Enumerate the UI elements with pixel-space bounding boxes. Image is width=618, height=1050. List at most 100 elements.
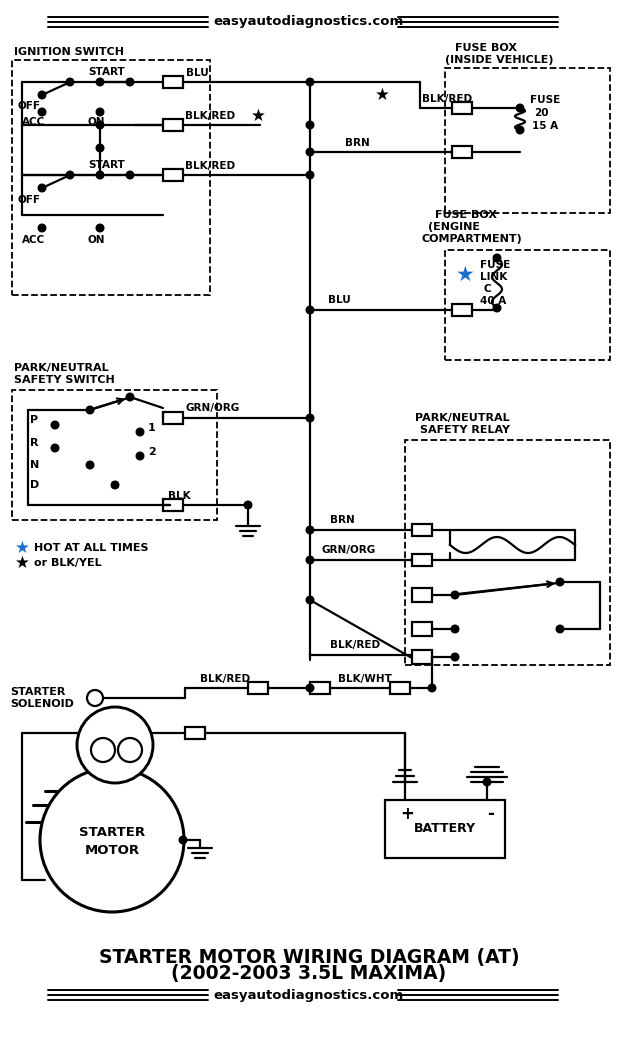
Circle shape	[126, 393, 134, 401]
Circle shape	[96, 171, 104, 178]
Circle shape	[556, 579, 564, 586]
Circle shape	[96, 225, 104, 232]
Circle shape	[136, 453, 144, 460]
Bar	[163, 412, 183, 424]
Text: START: START	[88, 67, 125, 77]
Bar	[12, 390, 217, 520]
Text: OFF: OFF	[18, 101, 41, 111]
Text: BLK: BLK	[168, 491, 190, 501]
Circle shape	[40, 768, 184, 912]
Circle shape	[136, 428, 144, 436]
Circle shape	[516, 104, 524, 111]
Bar	[445, 68, 610, 213]
Circle shape	[451, 625, 459, 633]
Circle shape	[66, 171, 74, 178]
Bar	[185, 727, 205, 739]
Bar	[412, 588, 432, 602]
Circle shape	[86, 461, 94, 468]
Text: SAFETY RELAY: SAFETY RELAY	[420, 425, 510, 435]
Text: ★: ★	[455, 265, 475, 285]
Text: ON: ON	[88, 117, 106, 127]
Circle shape	[556, 625, 564, 633]
Text: SOLENOID: SOLENOID	[10, 699, 74, 709]
Text: START: START	[88, 160, 125, 170]
Circle shape	[306, 148, 314, 155]
Text: 20: 20	[534, 108, 549, 118]
Text: C: C	[483, 284, 491, 294]
Circle shape	[483, 778, 491, 785]
Circle shape	[306, 121, 314, 129]
Text: D: D	[30, 480, 40, 490]
Text: STARTER: STARTER	[10, 687, 66, 697]
Circle shape	[306, 556, 314, 564]
Text: IGNITION SWITCH: IGNITION SWITCH	[14, 47, 124, 57]
Bar	[163, 119, 183, 131]
Text: easyautodiagnostics.com: easyautodiagnostics.com	[214, 988, 404, 1002]
Text: BLK/RED: BLK/RED	[330, 640, 380, 650]
Circle shape	[306, 414, 314, 422]
Text: SAFETY SWITCH: SAFETY SWITCH	[14, 375, 115, 385]
Circle shape	[87, 690, 103, 706]
Text: or BLK/YEL: or BLK/YEL	[34, 558, 101, 568]
Text: ★: ★	[375, 86, 389, 104]
Text: 15 A: 15 A	[532, 121, 558, 131]
Text: 2: 2	[148, 447, 156, 457]
Circle shape	[493, 254, 501, 261]
Circle shape	[38, 184, 46, 192]
Bar	[163, 76, 183, 88]
Text: (ENGINE: (ENGINE	[428, 222, 480, 232]
Text: FUSE BOX: FUSE BOX	[455, 43, 517, 53]
Text: BLK/RED: BLK/RED	[185, 161, 235, 171]
Circle shape	[51, 444, 59, 452]
Text: +: +	[400, 805, 414, 823]
Text: BLK/RED: BLK/RED	[90, 718, 140, 728]
Text: GRN/ORG: GRN/ORG	[322, 545, 376, 555]
Text: (INSIDE VEHICLE): (INSIDE VEHICLE)	[445, 55, 554, 65]
Text: FUSE BOX: FUSE BOX	[435, 210, 497, 220]
Circle shape	[38, 108, 46, 116]
Circle shape	[306, 596, 314, 604]
Text: 40 A: 40 A	[480, 296, 506, 306]
Text: BLK/RED: BLK/RED	[422, 94, 472, 104]
Bar	[452, 146, 472, 158]
Circle shape	[126, 171, 134, 178]
Circle shape	[306, 171, 314, 178]
Text: ★: ★	[15, 554, 30, 572]
Circle shape	[516, 126, 524, 133]
Circle shape	[77, 707, 153, 783]
Text: STARTER: STARTER	[79, 825, 145, 839]
Text: STARTER MOTOR WIRING DIAGRAM (AT): STARTER MOTOR WIRING DIAGRAM (AT)	[99, 948, 519, 967]
Circle shape	[451, 653, 459, 660]
Bar	[248, 682, 268, 694]
Text: MOTOR: MOTOR	[85, 843, 140, 857]
Circle shape	[51, 421, 59, 428]
Circle shape	[96, 78, 104, 86]
Bar	[163, 169, 183, 181]
Text: N: N	[30, 460, 40, 470]
Text: BRN: BRN	[330, 514, 355, 525]
Bar	[405, 440, 610, 665]
Circle shape	[38, 225, 46, 232]
Circle shape	[244, 501, 252, 509]
Circle shape	[96, 121, 104, 129]
Circle shape	[306, 78, 314, 86]
Bar	[445, 250, 610, 360]
Text: (2002-2003 3.5L MAXIMA): (2002-2003 3.5L MAXIMA)	[171, 965, 447, 984]
Circle shape	[451, 591, 459, 598]
Text: ACC: ACC	[22, 117, 45, 127]
Text: S: S	[92, 693, 98, 702]
Text: BLK/RED: BLK/RED	[185, 111, 235, 121]
Bar	[412, 524, 432, 536]
Circle shape	[493, 304, 501, 312]
Text: FUSE: FUSE	[530, 94, 561, 105]
Bar	[452, 102, 472, 114]
Text: BLK/RED: BLK/RED	[200, 674, 250, 684]
Text: 1: 1	[148, 423, 156, 433]
Circle shape	[91, 738, 115, 762]
Text: BLU: BLU	[328, 295, 351, 304]
Text: OFF: OFF	[18, 195, 41, 205]
Text: ACC: ACC	[22, 235, 45, 245]
Text: FUSE: FUSE	[480, 260, 510, 270]
Text: GRN/ORG: GRN/ORG	[186, 403, 240, 413]
Circle shape	[38, 91, 46, 99]
